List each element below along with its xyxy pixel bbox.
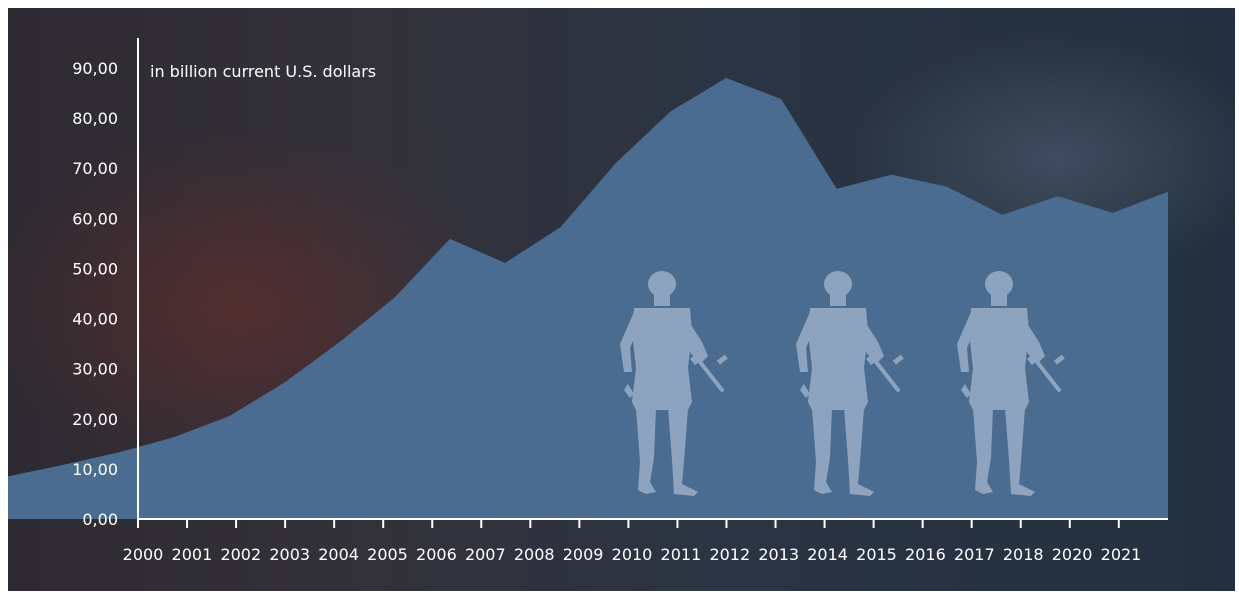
x-tick-label: 2008 [514,545,555,564]
x-tick-label: 2010 [612,545,653,564]
x-tick-label: 2003 [269,545,310,564]
x-tick-label: 2021 [1101,545,1142,564]
y-tick-label: 0,00 [82,510,118,529]
y-tick-label: 40,00 [72,310,118,329]
y-tick-label: 80,00 [72,109,118,128]
y-tick-label: 50,00 [72,259,118,278]
x-tick-label: 2014 [807,545,848,564]
x-tick-label: 2017 [954,545,995,564]
x-tick-label: 2006 [416,545,457,564]
x-tick-label: 2005 [367,545,408,564]
x-tick-label: 2007 [465,545,506,564]
x-tick-label: 2001 [172,545,213,564]
x-tick-label: 2020 [1052,545,1093,564]
x-tick-label: 2000 [123,545,164,564]
x-axis-ticks: 2000 2001 2002 2003 2004 2005 2006 2007 2008 2009… [123,519,1142,564]
unit-label: in billion current U.S. dollars [150,62,376,81]
x-tick-label: 2002 [220,545,261,564]
x-tick-label: 2009 [563,545,604,564]
x-tick-label: 2004 [318,545,359,564]
x-tick-label: 2015 [856,545,897,564]
x-tick-label: 2018 [1003,545,1044,564]
x-tick-label: 2016 [905,545,946,564]
y-tick-label: 60,00 [72,209,118,228]
x-tick-label: 2012 [709,545,750,564]
y-tick-label: 20,00 [72,410,118,429]
y-tick-label: 70,00 [72,159,118,178]
y-tick-label: 30,00 [72,360,118,379]
y-tick-label: 10,00 [72,460,118,479]
y-tick-label: 90,00 [72,59,118,78]
x-tick-label: 2011 [661,545,702,564]
x-tick-label: 2013 [758,545,799,564]
